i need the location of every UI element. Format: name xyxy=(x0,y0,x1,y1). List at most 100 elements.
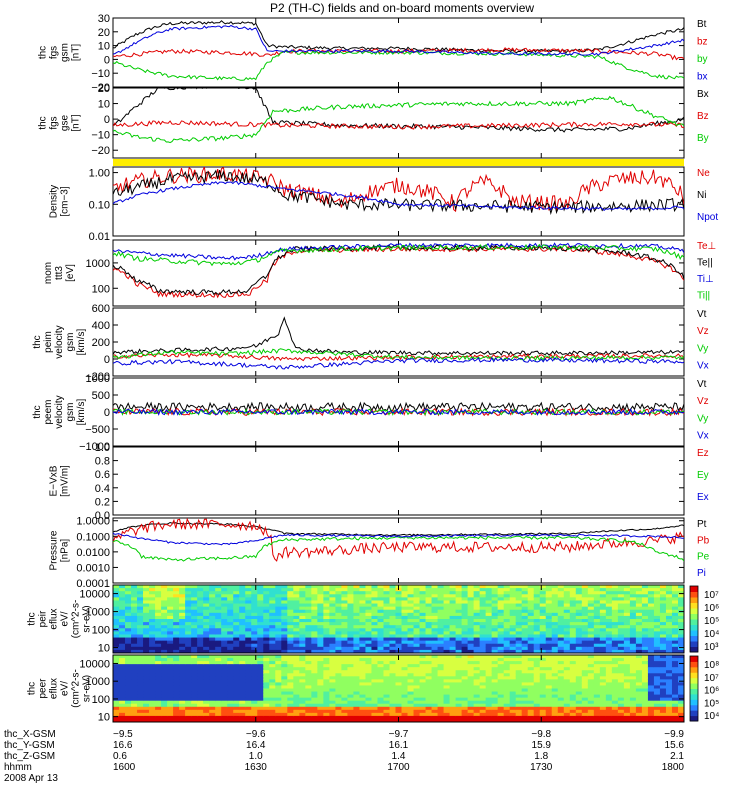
spectrogram-cell xyxy=(677,661,684,665)
spectrogram-cell xyxy=(185,634,192,639)
spectrogram-cell xyxy=(131,603,138,608)
spectrogram-cell xyxy=(479,619,487,623)
spectrogram-cell xyxy=(119,588,126,592)
spectrogram-cell xyxy=(521,585,529,589)
spectrogram-cell xyxy=(629,628,637,632)
spectrogram-cell xyxy=(167,591,174,595)
spectrogram-cell xyxy=(323,694,330,699)
spectrogram-cell xyxy=(275,640,282,645)
spectrogram-cell xyxy=(215,709,222,714)
spectrogram-cell xyxy=(431,715,439,720)
spectrogram-cell xyxy=(467,661,475,665)
spectrogram-cell xyxy=(587,585,595,589)
spectrogram-cell xyxy=(659,706,667,711)
spectrogram-cell xyxy=(419,655,427,659)
spectrogram-cell xyxy=(635,634,643,639)
spectrogram-cell xyxy=(323,706,330,711)
spectrogram-cell xyxy=(317,649,324,653)
spectrogram-cell xyxy=(437,658,445,662)
spectrogram-cell xyxy=(317,619,324,623)
spectrogram-cell xyxy=(161,703,168,708)
spectrogram-cell xyxy=(491,700,499,705)
spectrogram-cell xyxy=(305,625,312,629)
spectrogram-cell xyxy=(371,676,379,680)
spectrogram-cell xyxy=(401,612,409,617)
spectrogram-cell xyxy=(431,631,439,636)
spectrogram-cell xyxy=(473,706,481,711)
spectrogram-cell xyxy=(479,700,487,705)
spectrogram-cell xyxy=(167,700,174,705)
spectrogram-cell xyxy=(155,685,162,690)
spectrogram-cell xyxy=(299,631,306,636)
spectrogram-cell xyxy=(269,646,276,651)
spectrogram-cell xyxy=(419,646,427,651)
spectrogram-cell xyxy=(245,703,252,708)
spectrogram-cell xyxy=(329,676,336,680)
spectrogram-cell xyxy=(455,703,463,708)
spectrogram-cell xyxy=(257,625,264,629)
spectrogram-cell xyxy=(161,615,168,620)
spectrogram-cell xyxy=(347,694,355,699)
spectrogram-cell xyxy=(629,640,637,645)
spectrogram-cell xyxy=(239,603,246,608)
spectrogram-cell xyxy=(293,691,300,696)
spectrogram-cell xyxy=(479,634,487,639)
spectrogram-cell xyxy=(659,600,667,605)
spectrogram-cell xyxy=(671,634,679,639)
spectrogram-cell xyxy=(287,676,294,680)
spectrogram-cell xyxy=(221,715,228,720)
spectrogram-cell xyxy=(443,667,451,671)
spectrogram-cell xyxy=(449,600,457,605)
spectrogram-cell xyxy=(623,691,631,696)
spectrogram-cell xyxy=(149,643,156,648)
spectrogram-cell xyxy=(209,688,216,693)
spectrogram-cell xyxy=(653,697,661,702)
spectrogram-cell xyxy=(587,679,595,684)
spectrogram-cell xyxy=(287,597,294,602)
spectrogram-cell xyxy=(383,606,391,611)
spectrogram-cell xyxy=(611,718,619,722)
spectrogram-cell xyxy=(179,700,186,705)
spectrogram-cell xyxy=(647,712,655,717)
colorbar-tick-label: 10⁴ xyxy=(704,711,719,722)
spectrogram-cell xyxy=(383,640,391,645)
y-tick-label: −20 xyxy=(91,82,110,94)
spectrogram-cell xyxy=(227,655,234,659)
spectrogram-cell xyxy=(659,664,667,668)
spectrogram-cell xyxy=(623,706,631,711)
spectrogram-cell xyxy=(545,622,553,626)
spectrogram-cell xyxy=(209,712,216,717)
spectrogram-cell xyxy=(449,612,457,617)
spectrogram-cell xyxy=(617,658,625,662)
spectrogram-cell xyxy=(569,643,577,648)
spectrogram-cell xyxy=(197,591,204,595)
spectrogram-cell xyxy=(371,597,379,602)
y-axis-label: peir xyxy=(38,610,49,627)
spectrogram-cell xyxy=(281,637,288,642)
spectrogram-cell xyxy=(161,667,168,671)
spectrogram-cell xyxy=(311,600,318,605)
spectrogram-cell xyxy=(167,615,174,620)
spectrogram-cell xyxy=(425,628,433,632)
spectrogram-cell xyxy=(569,673,577,677)
spectrogram-cell xyxy=(587,631,595,636)
spectrogram-cell xyxy=(473,597,481,602)
spectrogram-cell xyxy=(203,591,210,595)
spectrogram-cell xyxy=(341,649,349,653)
spectrogram-cell xyxy=(443,615,451,620)
spectrogram-cell xyxy=(305,664,312,668)
spectrogram-cell xyxy=(557,597,565,602)
spectrogram-cell xyxy=(509,609,517,614)
spectrogram-cell xyxy=(527,643,535,648)
spectrogram-cell xyxy=(671,706,679,711)
spectrogram-cell xyxy=(425,691,433,696)
spectrogram-cell xyxy=(323,667,330,671)
spectrogram-cell xyxy=(227,594,234,598)
spectrogram-cell xyxy=(263,655,270,659)
spectrogram-cell xyxy=(659,588,667,592)
spectrogram-cell xyxy=(551,673,559,677)
spectrogram-cell xyxy=(377,655,385,659)
spectrogram-cell xyxy=(605,649,613,653)
spectrogram-cell xyxy=(557,655,565,659)
